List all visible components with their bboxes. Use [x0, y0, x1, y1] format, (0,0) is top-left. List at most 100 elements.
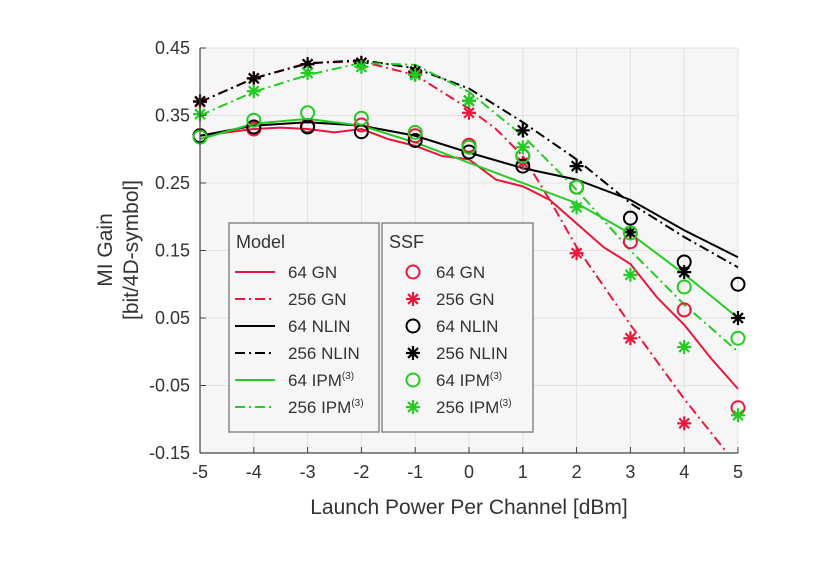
x-tick-label: 5: [733, 462, 743, 482]
y-tick-label: 0.25: [155, 173, 190, 193]
ssf-marker-256-ipm: [677, 340, 692, 355]
ssf-marker-256-ipm: [515, 140, 530, 155]
ssf-marker-64-nlin: [246, 119, 262, 135]
x-tick-label: -1: [407, 462, 423, 482]
legend-ssf-swatch: [405, 264, 421, 280]
ssf-marker-64-ipm: [622, 225, 638, 241]
x-tick-label: 1: [518, 462, 528, 482]
y-tick-label: 0.15: [155, 241, 190, 261]
ssf-marker-256-ipm: [569, 200, 584, 215]
ssf-marker-256-gn: [623, 331, 638, 346]
axes: -5 -4 -3 -2 -1 0 1 2 3 4 5 -0.15 -0.05 0.05 0.15 0.25 0.…: [149, 38, 743, 482]
star-stroke: [570, 201, 583, 214]
ssf-marker-64-ipm: [407, 124, 423, 140]
x-tick-label: -5: [192, 462, 208, 482]
model-line-64-ipm: [199, 117, 739, 319]
ssf-marker-64-nlin: [515, 158, 531, 174]
ssf-marker-256-gn: [677, 416, 692, 431]
legend-ssf-label: 64 IPM(3): [436, 371, 502, 390]
y-axis-label-line2: [bit/4D-symbol]: [120, 180, 143, 320]
legend-model-label: 256 NLIN: [288, 344, 360, 363]
ssf-marker-256-nlin: [515, 123, 530, 138]
legend-model-label: 256 GN: [288, 290, 347, 309]
star-stroke: [407, 293, 419, 305]
model-line-256-ipm: [199, 61, 739, 353]
ssf-marker-256-nlin: [623, 225, 638, 240]
ssf-marker-64-nlin: [461, 144, 477, 160]
ssf-marker-64-gn: [676, 302, 692, 318]
x-tick-label: 2: [572, 462, 582, 482]
y-tick-label: 0.05: [155, 308, 190, 328]
ssf-marker-256-ipm: [246, 84, 261, 99]
ssf-marker-256-ipm: [731, 408, 745, 423]
legend-ssf-label: 256 NLIN: [436, 344, 508, 363]
x-tick-label: 4: [679, 462, 689, 482]
x-tick-label: -2: [353, 462, 369, 482]
star-stroke: [678, 341, 690, 353]
star-stroke: [409, 69, 421, 81]
x-tick-label: 0: [464, 462, 474, 482]
ssf-marker-256-ipm: [408, 68, 423, 82]
star-stroke: [407, 347, 419, 359]
legend-model-title: Model: [236, 232, 285, 252]
legend-ssf-title: SSF: [389, 232, 424, 252]
x-tick-label: -4: [246, 462, 262, 482]
legend-ssf-label: 64 GN: [436, 263, 485, 282]
ssf-marker-256-ipm: [354, 59, 369, 74]
y-tick-label: 0.45: [155, 38, 190, 58]
legend: Model SSF 64 GN 256 GN 64 NLIN 256 NLIN 64 I…: [228, 222, 534, 433]
y-tick-label: -0.05: [149, 376, 190, 396]
ssf-marker-256-nlin: [569, 159, 584, 174]
ssf-marker-64-ipm: [246, 112, 262, 128]
star-stroke: [355, 61, 368, 73]
ssf-marker-64-nlin: [622, 210, 638, 226]
star-stroke: [624, 226, 637, 239]
star-stroke: [463, 107, 475, 119]
star-stroke: [624, 332, 637, 344]
star-stroke: [517, 141, 529, 153]
ssf-marker-64-ipm: [300, 105, 316, 121]
model-line-256-nlin: [199, 59, 739, 269]
star-stroke: [570, 247, 583, 259]
star-stroke: [301, 58, 314, 70]
legend-ssf-swatch: [405, 372, 421, 388]
y-tick-label: -0.15: [149, 443, 190, 463]
legend-ssf-swatch: [406, 400, 420, 414]
ssf-marker-64-nlin: [407, 132, 423, 148]
ssf-marker-256-gn: [462, 105, 476, 120]
ssf-marker-64-nlin: [730, 276, 746, 292]
ssf-marker-256-gn: [569, 246, 584, 261]
legend-ssf-label: 256 IPM(3): [436, 398, 512, 417]
legend-ssf-swatch: [406, 346, 420, 360]
star-stroke: [732, 409, 744, 421]
ssf-marker-256-nlin: [246, 71, 261, 86]
ssf-marker-64-ipm: [569, 179, 585, 195]
legend-ssf-swatch: [406, 292, 420, 306]
x-axis-label: Launch Power Per Channel [dBm]: [310, 496, 628, 519]
star-stroke: [301, 67, 314, 79]
ssf-marker-256-ipm: [300, 65, 315, 80]
y-tick-label: 0.35: [155, 106, 190, 126]
star-stroke: [732, 312, 744, 324]
star-stroke: [624, 269, 637, 281]
x-tick-label: 3: [625, 462, 635, 482]
legend-model-box: [228, 222, 380, 433]
legend-ssf-swatch: [405, 318, 421, 334]
ssf-marker-64-ipm: [730, 330, 746, 346]
legend-model-label: 64 GN: [288, 263, 337, 282]
legend-ssf-label: 256 GN: [436, 290, 495, 309]
legend-model-label: 256 IPM(3): [288, 398, 364, 417]
star-stroke: [678, 266, 690, 278]
y-axis-label-line1: MI Gain: [94, 213, 117, 287]
ssf-marker-256-ipm: [462, 93, 476, 108]
ssf-marker-256-nlin: [731, 311, 745, 325]
star-stroke: [678, 417, 690, 430]
legend-model-label: 64 IPM(3): [288, 371, 354, 390]
ssf-marker-64-nlin: [300, 119, 316, 135]
ssf-marker-256-nlin: [677, 265, 692, 280]
star-stroke: [517, 124, 529, 137]
star-stroke: [463, 94, 475, 107]
legend-model-label: 64 NLIN: [288, 317, 350, 336]
ssf-marker-64-gn: [353, 117, 369, 133]
